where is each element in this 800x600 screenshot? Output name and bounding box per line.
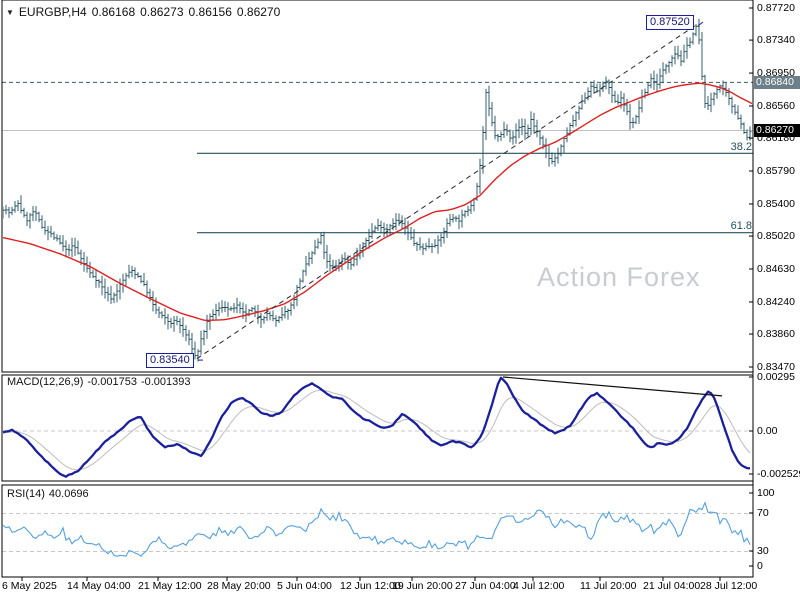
rising-trendline xyxy=(196,25,696,359)
low-price-callout: 0.83540 xyxy=(146,353,194,368)
rsi-name: RSI(14) xyxy=(7,488,45,500)
fib-382-label: 38.2 xyxy=(730,141,752,153)
date-label: 5 Jun 04:00 xyxy=(277,580,332,592)
high-callout-connector xyxy=(697,21,704,27)
macd-tick-label: -0.002529 xyxy=(757,468,800,480)
fib-618-label: 61.8 xyxy=(730,220,752,232)
date-label: 21 Jul 04:00 xyxy=(643,580,701,592)
price-tick-label: 0.86950 xyxy=(757,67,795,80)
price-tick-label: 0.84240 xyxy=(757,295,795,308)
rsi-tick-label: 70 xyxy=(757,507,769,519)
date-label: 14 May 04:00 xyxy=(67,580,131,592)
rsi-line xyxy=(3,501,751,557)
quote-low: 0.86156 xyxy=(188,5,232,19)
date-label: 6 May 2025 xyxy=(2,580,57,592)
price-tick-label: 0.85020 xyxy=(757,230,795,243)
macd-main-value: -0.001753 xyxy=(87,376,137,388)
current-price-box: 0.86270 xyxy=(754,124,800,137)
quote-open: 0.86168 xyxy=(91,5,136,19)
date-label: 28 Jul 12:00 xyxy=(700,580,758,592)
date-label: 27 Jun 04:00 xyxy=(455,580,516,592)
macd-signal-line xyxy=(3,389,751,471)
price-tick-label: 0.87340 xyxy=(757,34,795,47)
date-label: 12 Jun 12:00 xyxy=(340,580,401,592)
rsi-value: 40.0696 xyxy=(48,488,89,500)
macd-tick-label: 0.00 xyxy=(757,425,778,437)
price-tick-label: 0.83470 xyxy=(757,360,795,373)
rsi-tick-label: 30 xyxy=(757,545,769,557)
price-tick-label: 0.84630 xyxy=(757,263,795,275)
symbol-dropdown-icon[interactable]: ▼ xyxy=(6,8,14,17)
price-tick-label: 0.85400 xyxy=(757,197,795,210)
quote-high: 0.86273 xyxy=(140,5,184,19)
watermark: Action Forex xyxy=(537,262,701,292)
date-label: 4 Jul 12:00 xyxy=(513,580,565,592)
moving-average-line xyxy=(3,82,752,322)
price-tick-label: 0.83860 xyxy=(757,328,795,341)
macd-name: MACD(12,26,9) xyxy=(7,376,84,388)
macd-trendline xyxy=(502,376,723,397)
macd-tick-label: 0.00295 xyxy=(757,371,795,383)
date-label: 21 May 12:00 xyxy=(138,580,202,592)
price-tick-label: 0.86180 xyxy=(757,132,795,145)
price-tick-label: 0.87720 xyxy=(757,2,795,14)
macd-signal-value: -0.001393 xyxy=(140,376,191,388)
rsi-info-line: RSI(14) 40.0696 xyxy=(7,488,93,500)
symbol-header: ▼ EURGBP,H4 0.86168 0.86273 0.86156 0.86270 xyxy=(6,5,285,19)
main-panel-border xyxy=(1,0,754,373)
rsi-tick-label: 0 xyxy=(757,560,763,572)
quote-close: 0.86270 xyxy=(236,5,281,19)
rsi-tick-label: 100 xyxy=(757,487,775,499)
macd-main-line xyxy=(3,376,751,478)
resistance-price-box: 0.86840 xyxy=(754,76,800,89)
price-bars xyxy=(3,18,752,362)
date-label: 28 May 20:00 xyxy=(207,580,271,592)
macd-panel-border xyxy=(1,374,754,482)
price-tick-label: 0.86560 xyxy=(757,99,795,112)
symbol-name: EURGBP,H4 xyxy=(18,5,87,19)
date-label: 19 Jun 20:00 xyxy=(392,580,453,592)
price-tick-label: 0.85790 xyxy=(757,165,795,178)
rsi-panel-border xyxy=(1,484,754,578)
high-price-callout: 0.87520 xyxy=(646,15,694,30)
macd-info-line: MACD(12,26,9) -0.001753 -0.001393 xyxy=(7,376,195,388)
date-label: 11 Jul 20:00 xyxy=(580,580,637,592)
